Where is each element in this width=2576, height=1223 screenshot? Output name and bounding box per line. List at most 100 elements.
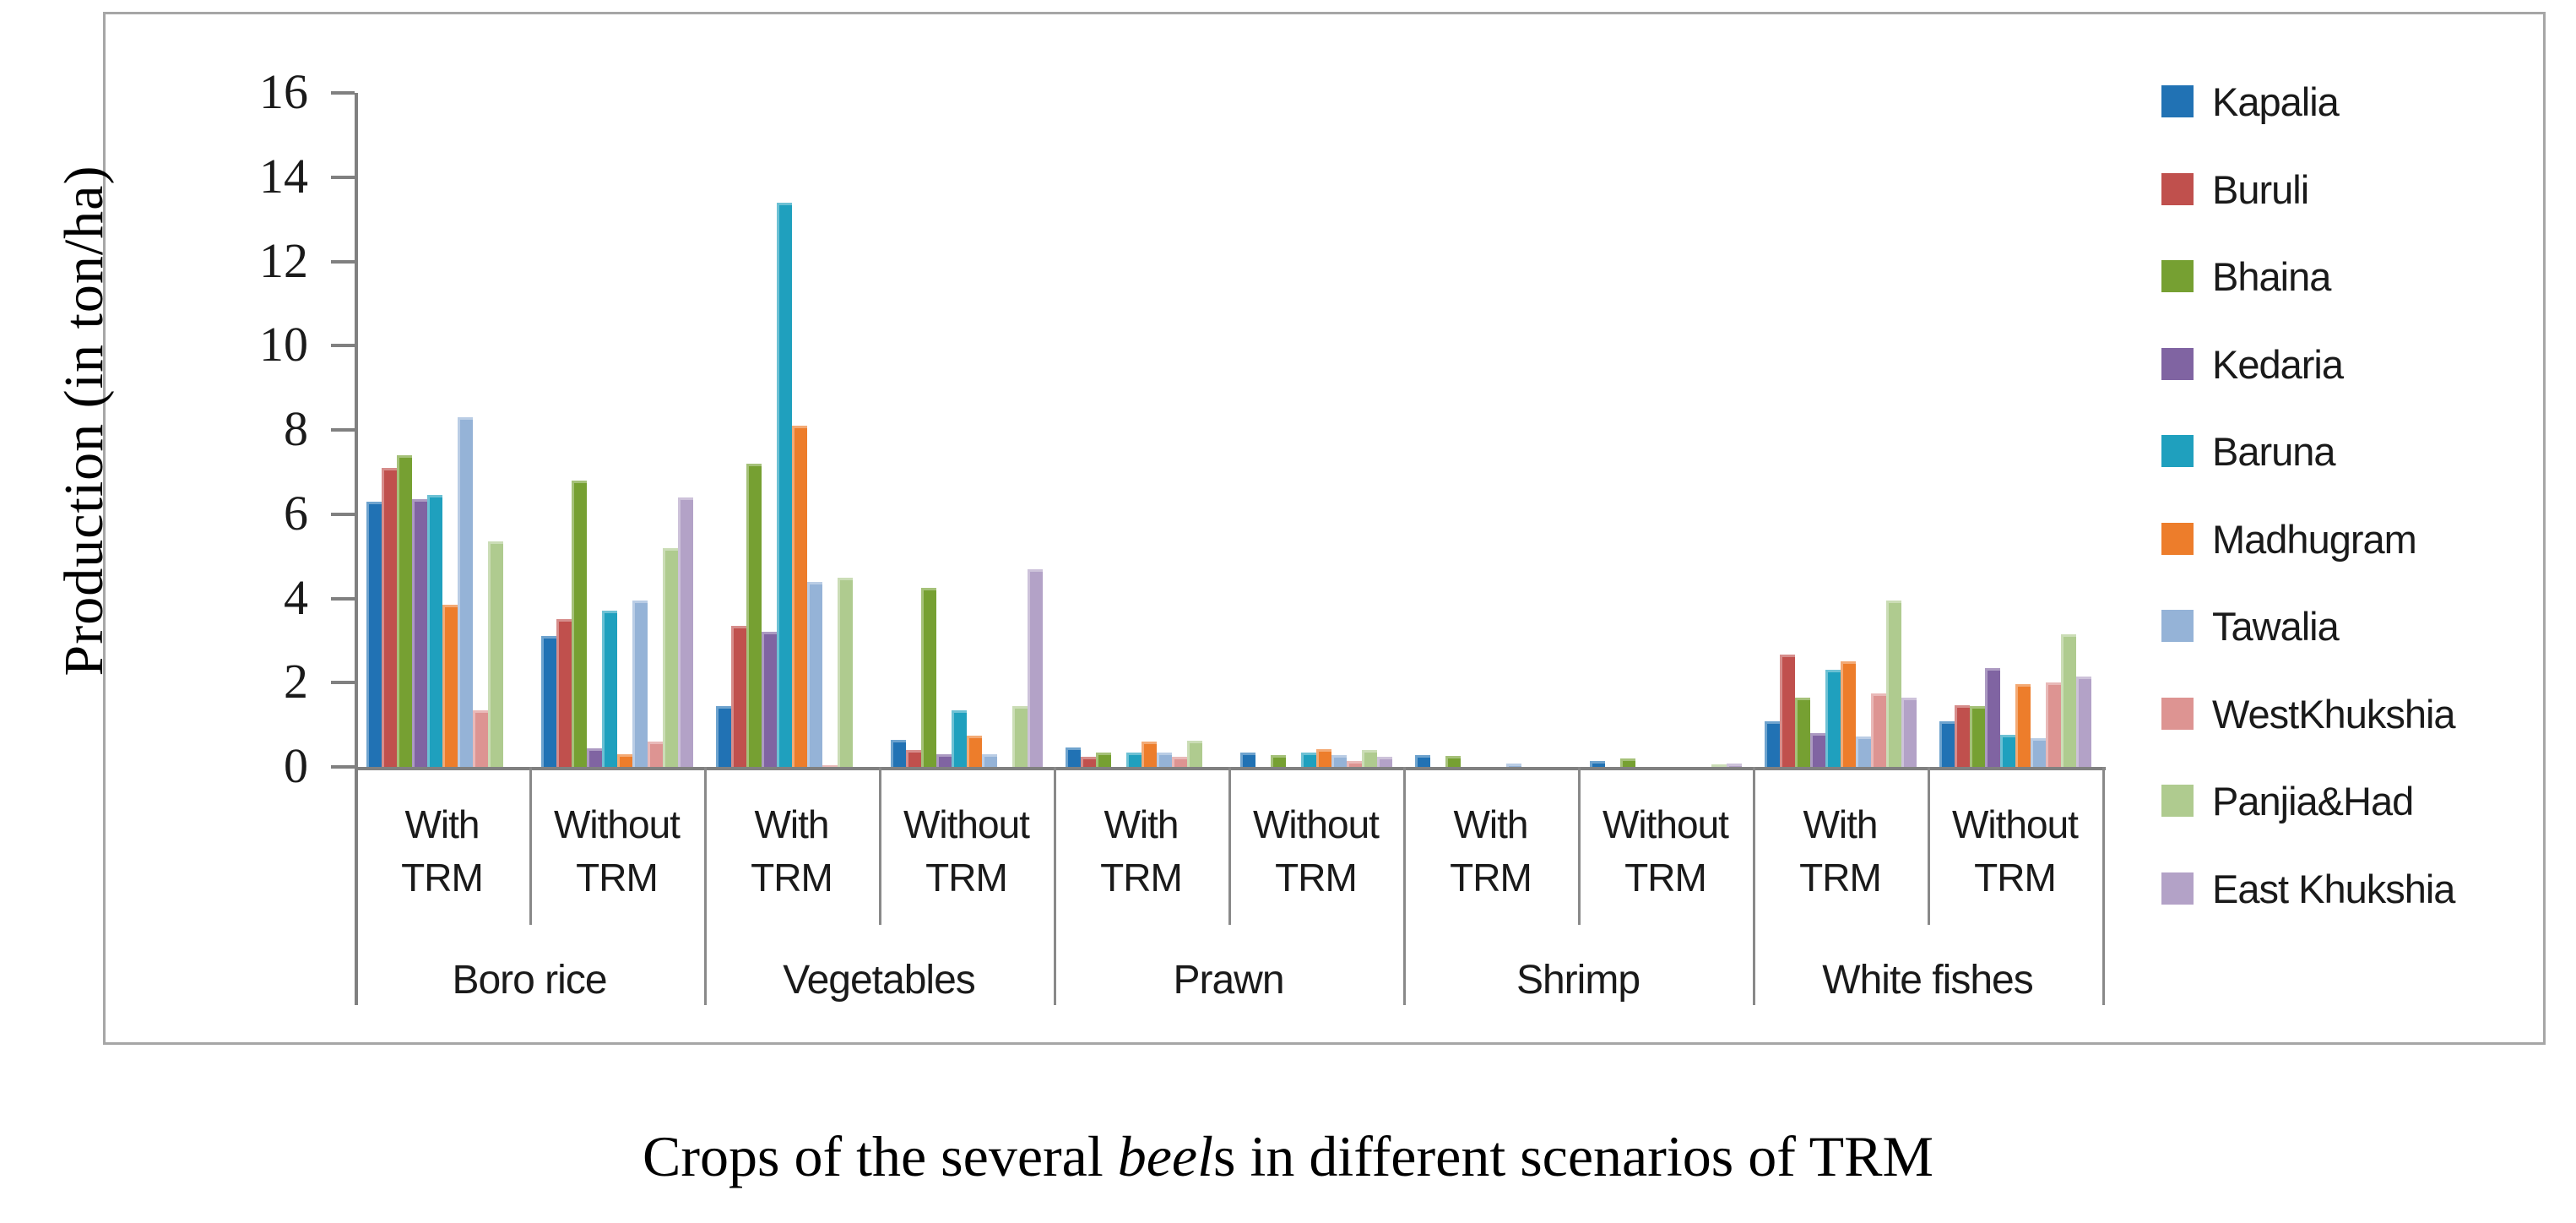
bar-east-khukshia-vegetables-without-trm bbox=[1028, 569, 1043, 767]
bar-buruli-vegetables-without-trm bbox=[906, 750, 921, 767]
bar-westkhukshia-boro-rice-with-trm bbox=[473, 710, 488, 767]
scenario-label: Without TRM bbox=[1578, 798, 1753, 905]
bar-kapalia-prawn-without-trm bbox=[1240, 753, 1255, 767]
scenario-label: Without TRM bbox=[529, 798, 704, 905]
bar-kedaria-boro-rice-without-trm bbox=[587, 748, 602, 767]
bar-baruna-vegetables-with-trm bbox=[777, 203, 792, 767]
crop-divider bbox=[1054, 767, 1056, 1005]
bar-kapalia-white-fishes-without-trm bbox=[1939, 721, 1955, 767]
bar-bhaina-white-fishes-with-trm bbox=[1795, 698, 1810, 767]
bar-tawalia-white-fishes-with-trm bbox=[1856, 737, 1871, 767]
bar-westkhukshia-white-fishes-with-trm bbox=[1871, 693, 1886, 767]
bar-tawalia-prawn-without-trm bbox=[1331, 755, 1347, 767]
y-tick bbox=[331, 512, 355, 516]
bar-madhugram-vegetables-with-trm bbox=[792, 426, 807, 767]
bar-westkhukshia-boro-rice-without-trm bbox=[648, 742, 663, 767]
bar-panjia-had-white-fishes-with-trm bbox=[1886, 601, 1901, 767]
caption-segment: Crops of the several bbox=[643, 1124, 1118, 1188]
scenario-label: Without TRM bbox=[1228, 798, 1403, 905]
crop-label-prawn: Prawn bbox=[1173, 958, 1284, 1003]
bar-panjia-had-prawn-with-trm bbox=[1187, 741, 1202, 767]
legend-label: Kapalia bbox=[2212, 79, 2340, 124]
bar-bhaina-boro-rice-with-trm bbox=[397, 455, 412, 767]
bar-kapalia-shrimp-without-trm bbox=[1590, 761, 1605, 767]
legend-item: Buruli bbox=[2161, 164, 2309, 215]
legend-item: Kedaria bbox=[2161, 339, 2344, 389]
y-tick bbox=[331, 765, 355, 769]
bar-baruna-white-fishes-with-trm bbox=[1825, 670, 1841, 767]
scenario-label: With TRM bbox=[1753, 798, 1928, 905]
bar-baruna-prawn-without-trm bbox=[1301, 753, 1316, 767]
bar-madhugram-boro-rice-without-trm bbox=[617, 754, 632, 767]
scenario-label-line: Without bbox=[903, 802, 1030, 846]
bar-bhaina-vegetables-without-trm bbox=[921, 588, 936, 767]
legend-label: WestKhukshia bbox=[2212, 691, 2456, 737]
legend-item: Bhaina bbox=[2161, 251, 2331, 302]
bar-panjia-had-vegetables-with-trm bbox=[838, 578, 853, 767]
bar-westkhukshia-white-fishes-without-trm bbox=[2046, 682, 2061, 767]
y-tick-label: 12 bbox=[259, 232, 308, 288]
scenario-label-line: With bbox=[754, 802, 830, 846]
scenario-label: With TRM bbox=[1054, 798, 1228, 905]
legend-swatch-icon bbox=[2161, 435, 2194, 467]
y-tick bbox=[331, 175, 355, 179]
scenario-label: With TRM bbox=[355, 798, 529, 905]
bar-bhaina-boro-rice-without-trm bbox=[572, 481, 587, 767]
y-tick bbox=[331, 259, 355, 264]
legend-label: Baruna bbox=[2212, 428, 2336, 474]
bar-kedaria-white-fishes-with-trm bbox=[1810, 733, 1825, 767]
legend-item: Panjia&Had bbox=[2161, 775, 2414, 826]
legend-swatch-icon bbox=[2161, 348, 2194, 380]
bar-kapalia-prawn-with-trm bbox=[1066, 747, 1081, 767]
bar-kapalia-shrimp-with-trm bbox=[1415, 755, 1430, 767]
scenario-label: With TRM bbox=[704, 798, 879, 905]
legend-label: Kedaria bbox=[2212, 341, 2344, 387]
scenario-label-line: TRM bbox=[401, 856, 484, 900]
legend-swatch-icon bbox=[2161, 610, 2194, 642]
bar-kedaria-vegetables-without-trm bbox=[936, 754, 952, 767]
crop-label-white-fishes: White fishes bbox=[1822, 958, 2033, 1003]
y-tick bbox=[331, 428, 355, 432]
legend-swatch-icon bbox=[2161, 260, 2194, 292]
bar-east-khukshia-shrimp-without-trm bbox=[1727, 764, 1742, 767]
bar-bhaina-shrimp-with-trm bbox=[1445, 756, 1461, 767]
bar-kapalia-vegetables-without-trm bbox=[891, 740, 906, 767]
scenario-divider bbox=[1928, 767, 1930, 925]
scenario-label-line: TRM bbox=[576, 856, 659, 900]
y-tick-label: 16 bbox=[259, 64, 308, 119]
bar-madhugram-vegetables-without-trm bbox=[967, 736, 982, 767]
scenario-label: Without TRM bbox=[1928, 798, 2102, 905]
bar-kapalia-boro-rice-without-trm bbox=[541, 636, 556, 767]
bar-baruna-vegetables-without-trm bbox=[952, 710, 967, 767]
y-tick-label: 8 bbox=[284, 401, 308, 456]
bar-baruna-prawn-with-trm bbox=[1126, 753, 1142, 767]
bar-tawalia-boro-rice-with-trm bbox=[458, 417, 473, 767]
scenario-label-line: TRM bbox=[1275, 856, 1358, 900]
crop-label-boro-rice: Boro rice bbox=[452, 958, 607, 1003]
legend-swatch-icon bbox=[2161, 872, 2194, 905]
bar-baruna-boro-rice-without-trm bbox=[602, 611, 617, 767]
bar-panjia-had-white-fishes-without-trm bbox=[2061, 634, 2076, 767]
legend-swatch-icon bbox=[2161, 785, 2194, 817]
scenario-divider bbox=[529, 767, 532, 925]
bar-east-khukshia-white-fishes-without-trm bbox=[2076, 677, 2091, 767]
bar-east-khukshia-boro-rice-without-trm bbox=[678, 497, 693, 767]
bar-kedaria-boro-rice-with-trm bbox=[412, 499, 427, 767]
bar-east-khukshia-prawn-without-trm bbox=[1377, 757, 1392, 767]
scenario-label-line: Without bbox=[1952, 802, 2079, 846]
y-tick bbox=[331, 681, 355, 685]
bar-kedaria-vegetables-with-trm bbox=[762, 632, 777, 767]
bar-bhaina-shrimp-without-trm bbox=[1620, 758, 1635, 767]
bar-baruna-boro-rice-with-trm bbox=[427, 495, 442, 767]
legend-item: Madhugram bbox=[2161, 514, 2417, 564]
scenario-label-line: TRM bbox=[1624, 856, 1707, 900]
crop-divider bbox=[1403, 767, 1406, 1005]
x-axis-caption: Crops of the several beels in different … bbox=[0, 1123, 2576, 1190]
scenario-label-line: Without bbox=[1603, 802, 1729, 846]
scenario-label: With TRM bbox=[1403, 798, 1578, 905]
scenario-label-line: TRM bbox=[1100, 856, 1183, 900]
y-axis-title: Production (in ton/ha) bbox=[53, 165, 115, 677]
legend-label: Panjia&Had bbox=[2212, 778, 2414, 823]
chart-frame bbox=[103, 12, 2546, 1045]
